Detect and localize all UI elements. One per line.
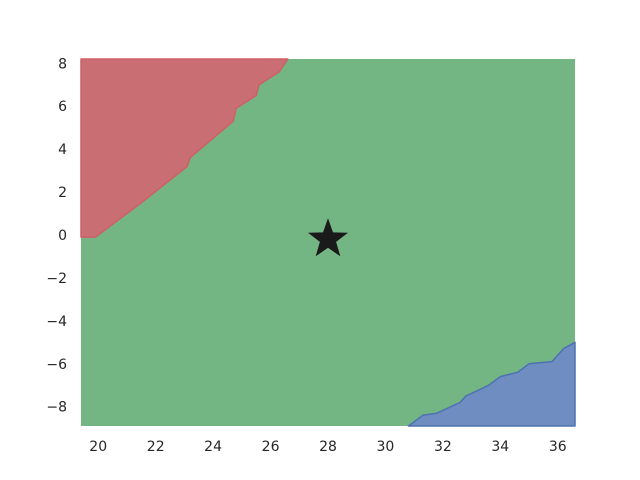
x-tick-label: 30 bbox=[376, 439, 394, 455]
y-tick-label: 0 bbox=[58, 228, 67, 244]
y-tick-label: −8 bbox=[46, 400, 67, 416]
x-tick-label: 34 bbox=[491, 439, 509, 455]
plot-area bbox=[80, 58, 576, 427]
y-tick-label: 8 bbox=[58, 56, 67, 72]
y-tick-label: −2 bbox=[46, 271, 67, 287]
x-tick-label: 32 bbox=[434, 439, 452, 455]
y-tick-label: −6 bbox=[46, 357, 67, 373]
y-tick-label: 6 bbox=[58, 99, 67, 115]
star-marker bbox=[308, 218, 348, 257]
y-tick-label: 4 bbox=[58, 142, 67, 158]
x-axis-tick-labels: 20 22 24 26 28 30 32 34 36 bbox=[89, 439, 567, 455]
x-tick-label: 36 bbox=[549, 439, 567, 455]
region-blue bbox=[407, 341, 576, 427]
x-tick-label: 24 bbox=[204, 439, 222, 455]
x-tick-label: 20 bbox=[89, 439, 107, 455]
y-tick-label: 2 bbox=[58, 185, 67, 201]
x-tick-label: 28 bbox=[319, 439, 337, 455]
y-axis-tick-labels: 8 6 4 2 0 −2 −4 −6 −8 bbox=[46, 56, 67, 415]
y-tick-label: −4 bbox=[46, 314, 67, 330]
x-tick-label: 22 bbox=[147, 439, 165, 455]
region-red bbox=[80, 58, 289, 238]
x-tick-label: 26 bbox=[262, 439, 280, 455]
